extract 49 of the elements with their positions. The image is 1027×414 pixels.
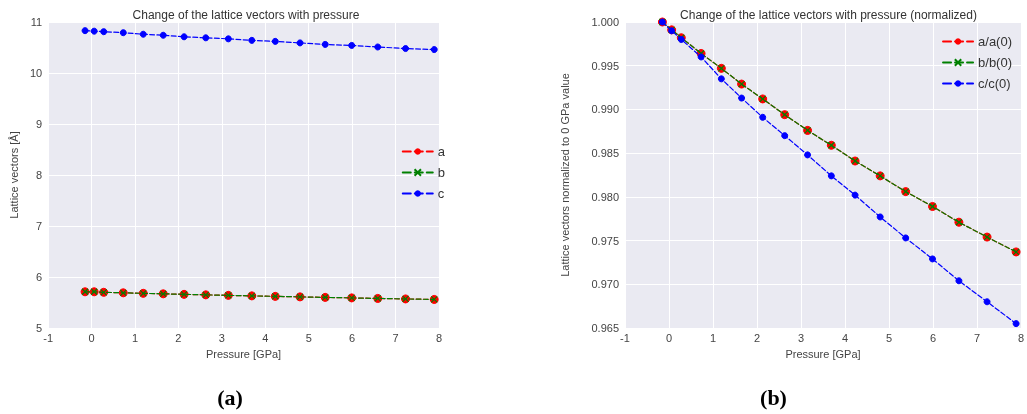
- y-axis-title: Lattice vectors normalized to 0 GPa value: [558, 73, 571, 277]
- x-tick-label: 1: [709, 331, 717, 344]
- x-tick-label: 6: [349, 331, 356, 344]
- x-axis-title: Pressure [GPa]: [785, 347, 861, 360]
- x-tick-label: 4: [841, 331, 849, 344]
- chart-title: Change of the lattice vectors with pressure: [132, 8, 360, 22]
- x-tick-label: 7: [973, 331, 981, 344]
- y-tick-label: 10: [29, 67, 43, 79]
- x-tick-label: 7: [392, 331, 399, 344]
- y-tick-label: 0.980: [591, 190, 619, 203]
- y-tick-label: 8: [36, 169, 43, 181]
- legend-label: c/c(0): [978, 76, 1011, 91]
- x-tick-label: 3: [797, 331, 805, 344]
- x-tick-label: 1: [131, 331, 139, 344]
- x-tick-label: 5: [885, 331, 893, 344]
- legend-label: b/b(0): [978, 55, 1013, 70]
- x-tick-label: 6: [929, 331, 937, 344]
- y-tick-label: 6: [36, 271, 43, 283]
- y-tick-label: 0.995: [591, 59, 619, 72]
- x-tick-label: -1: [620, 331, 630, 344]
- x-tick-label: 5: [305, 331, 312, 344]
- legend-label: a: [437, 144, 446, 159]
- text: (a): [217, 384, 243, 410]
- text: (b): [760, 384, 787, 410]
- x-tick-label: 2: [753, 331, 761, 344]
- y-tick-label: 0.975: [591, 234, 619, 247]
- y-tick-label: 5: [36, 322, 43, 334]
- legend-label: c: [437, 186, 445, 201]
- y-tick-label: 0.965: [591, 322, 619, 334]
- y-tick-label: 1.000: [591, 16, 619, 28]
- y-tick-label: 0.985: [591, 147, 619, 160]
- chart-title: Change of the lattice vectors with pressure (normalized): [680, 8, 977, 22]
- x-tick-label: 2: [175, 331, 182, 344]
- x-tick-label: 8: [1017, 331, 1024, 344]
- x-axis-title: Pressure [GPa]: [205, 347, 282, 360]
- y-tick-label: 11: [30, 16, 43, 28]
- x-tick-label: -1: [43, 331, 54, 344]
- y-tick-label: 0.970: [591, 278, 619, 291]
- legend-label: b: [437, 165, 445, 180]
- legend-label: a/a(0): [978, 34, 1013, 49]
- x-tick-label: 0: [665, 331, 673, 344]
- x-tick-label: 3: [218, 331, 225, 344]
- x-tick-label: 8: [435, 331, 443, 344]
- x-tick-label: 0: [88, 331, 95, 344]
- y-tick-label: 9: [36, 118, 43, 130]
- y-tick-label: 7: [36, 220, 43, 232]
- y-tick-label: 0.990: [591, 103, 619, 116]
- y-axis-title: Lattice vectors [Å]: [7, 131, 20, 219]
- x-tick-label: 4: [262, 331, 269, 344]
